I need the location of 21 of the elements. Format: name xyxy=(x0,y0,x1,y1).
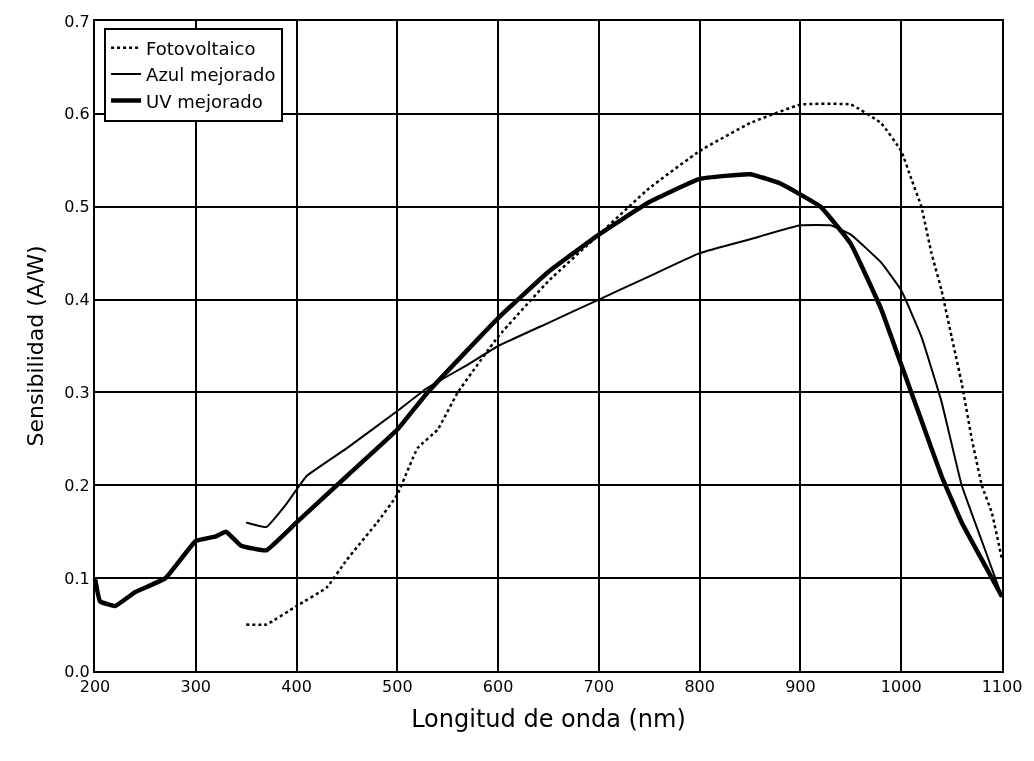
x-tick-label: 1000 xyxy=(880,677,922,697)
y-tick-label: 0.1 xyxy=(64,568,90,588)
x-tick-label: 700 xyxy=(583,677,615,697)
x-tick-label: 400 xyxy=(281,677,312,697)
x-tick-label: 1100 xyxy=(981,677,1023,697)
y-tick-label: 0.3 xyxy=(64,383,90,403)
x-tick-label: 800 xyxy=(684,677,715,697)
x-tick-label: 600 xyxy=(482,677,514,697)
legend-label: Fotovoltaico xyxy=(146,37,256,59)
x-tick-label: 300 xyxy=(180,677,212,697)
y-axis-title: Sensibilidad (A/W) xyxy=(22,245,48,447)
x-axis-title: Longitud de onda (nm) xyxy=(411,705,686,733)
y-tick-label: 0.4 xyxy=(64,290,90,310)
y-tick-label: 0.6 xyxy=(64,104,90,124)
y-tick-label: 0.2 xyxy=(64,475,90,495)
y-tick-label: 0.7 xyxy=(64,11,90,31)
legend-label: Azul mejorado xyxy=(146,64,276,86)
x-tick-label: 900 xyxy=(785,677,816,697)
legend-label: UV mejorado xyxy=(146,90,263,112)
y-tick-label: 0.5 xyxy=(64,197,90,217)
x-tick-label: 500 xyxy=(382,677,413,697)
